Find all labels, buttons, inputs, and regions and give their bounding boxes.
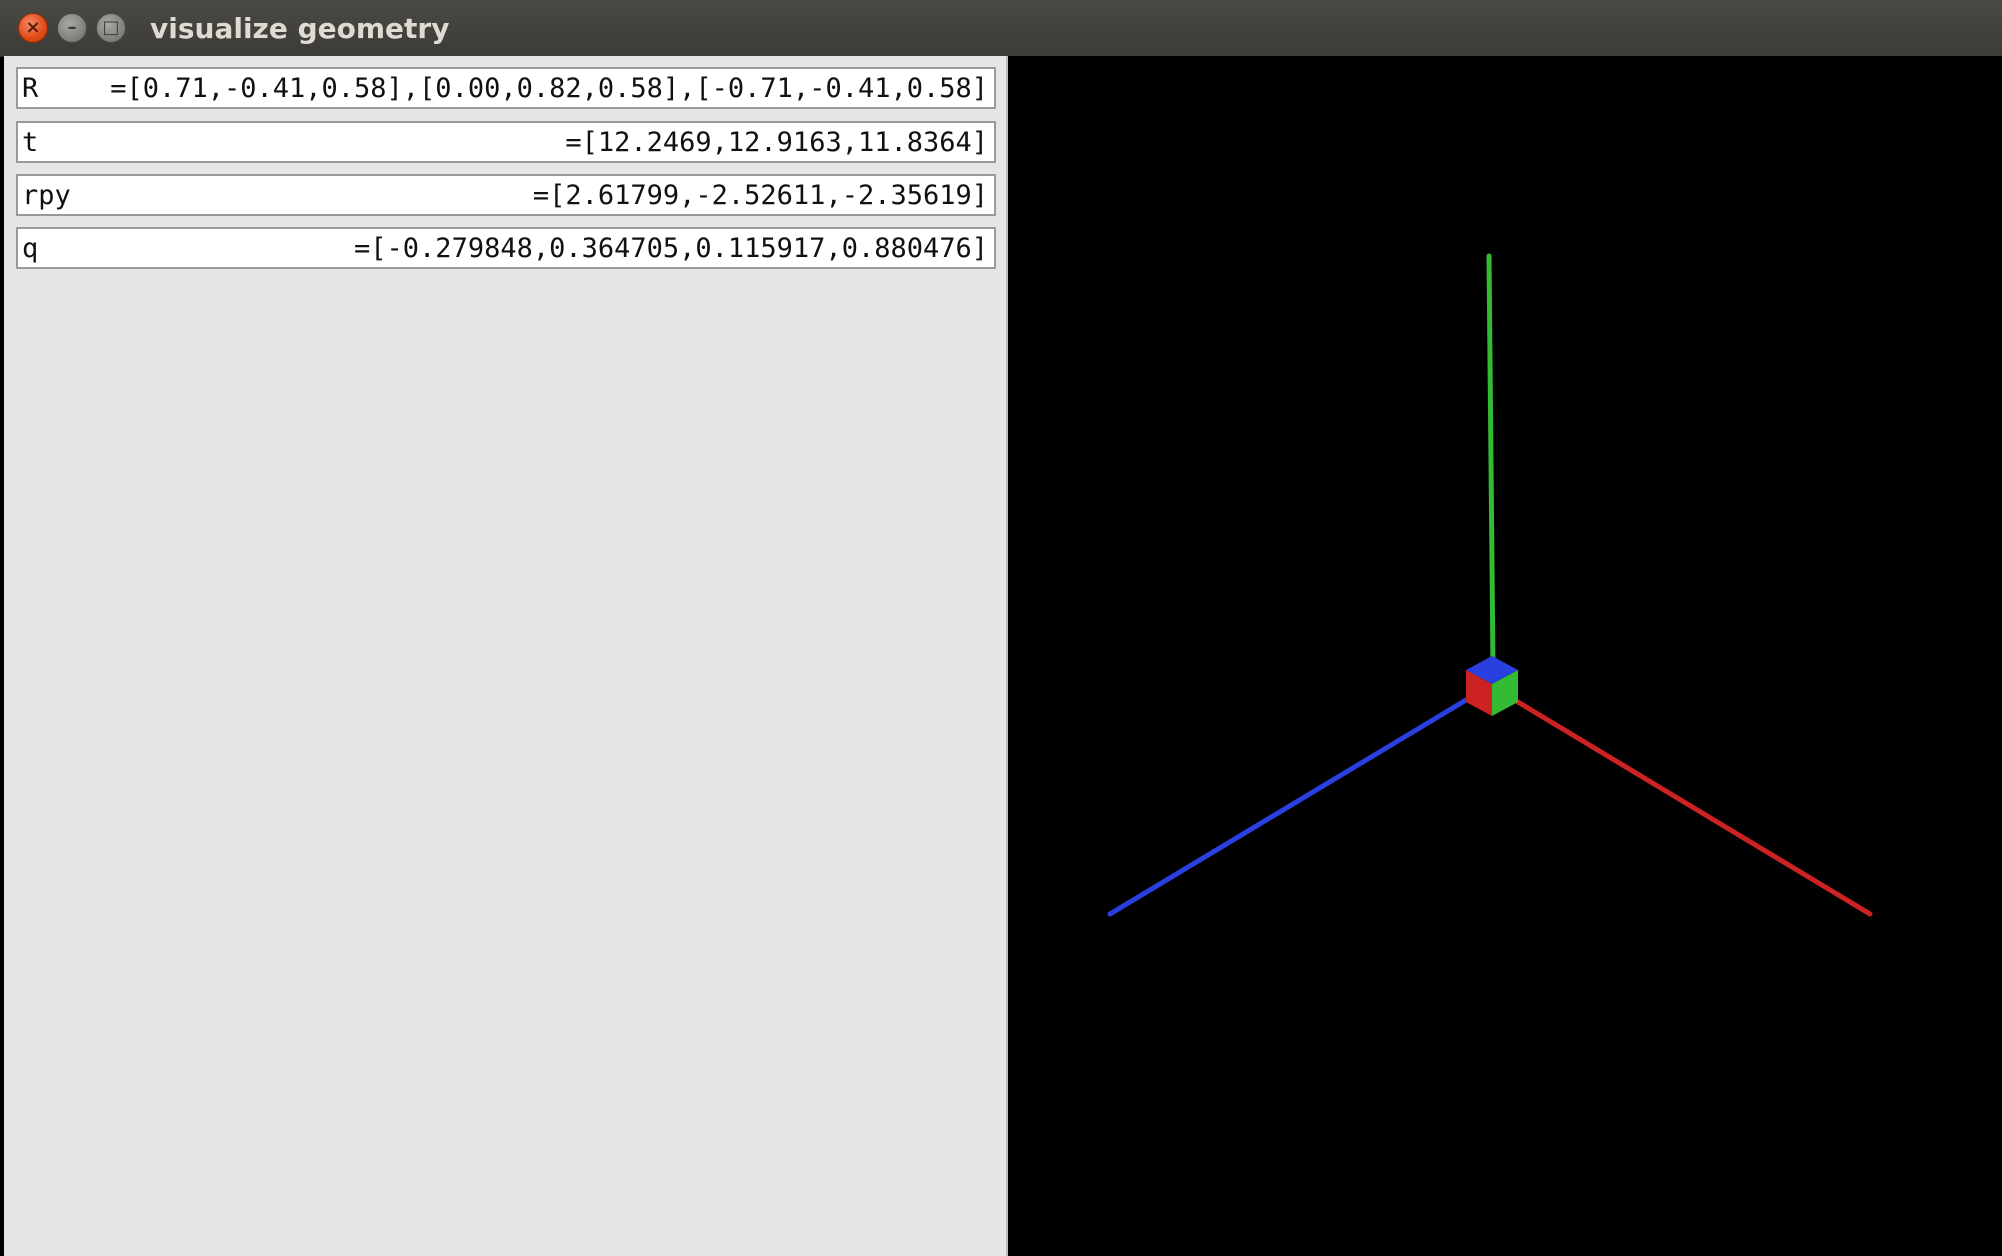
rotation-matrix-label: R [22, 73, 39, 104]
minimize-button[interactable]: – [57, 13, 87, 43]
rotation-matrix-field[interactable]: R =[0.71,-0.41,0.58],[0.00,0.82,0.58],[-… [16, 67, 996, 109]
maximize-button[interactable]: □ [96, 13, 126, 43]
x-axis-line [1505, 693, 1873, 917]
quaternion-value: =[-0.279848,0.364705,0.115917,0.880476] [354, 233, 988, 264]
pose-panel: R =[0.71,-0.41,0.58],[0.00,0.82,0.58],[-… [4, 56, 1008, 1256]
y-axis-line [1486, 253, 1496, 671]
scene-svg [1107, 253, 1873, 917]
window-title: visualize geometry [150, 12, 450, 45]
title-bar[interactable]: × – □ visualize geometry [0, 0, 2002, 57]
cube-left-face [1466, 670, 1492, 716]
rpy-value: =[2.61799,-2.52611,-2.35619] [532, 180, 988, 211]
quaternion-field[interactable]: q =[-0.279848,0.364705,0.115917,0.880476… [16, 227, 996, 269]
cube-right-face [1492, 670, 1518, 716]
rpy-field[interactable]: rpy =[2.61799,-2.52611,-2.35619] [16, 174, 996, 216]
translation-field[interactable]: t =[12.2469,12.9163,11.8364] [16, 121, 996, 163]
3d-viewport[interactable] [1008, 56, 2002, 1256]
translation-value: =[12.2469,12.9163,11.8364] [565, 127, 988, 158]
maximize-icon: □ [102, 17, 120, 38]
rotation-matrix-value: =[0.71,-0.41,0.58],[0.00,0.82,0.58],[-0.… [110, 73, 988, 104]
close-icon: × [25, 17, 41, 38]
minimize-icon: – [67, 17, 77, 38]
translation-label: t [22, 127, 39, 158]
quaternion-label: q [22, 233, 39, 264]
origin-cube [1466, 656, 1518, 716]
z-axis-line [1107, 691, 1479, 917]
rpy-label: rpy [22, 180, 71, 211]
close-button[interactable]: × [18, 13, 48, 43]
